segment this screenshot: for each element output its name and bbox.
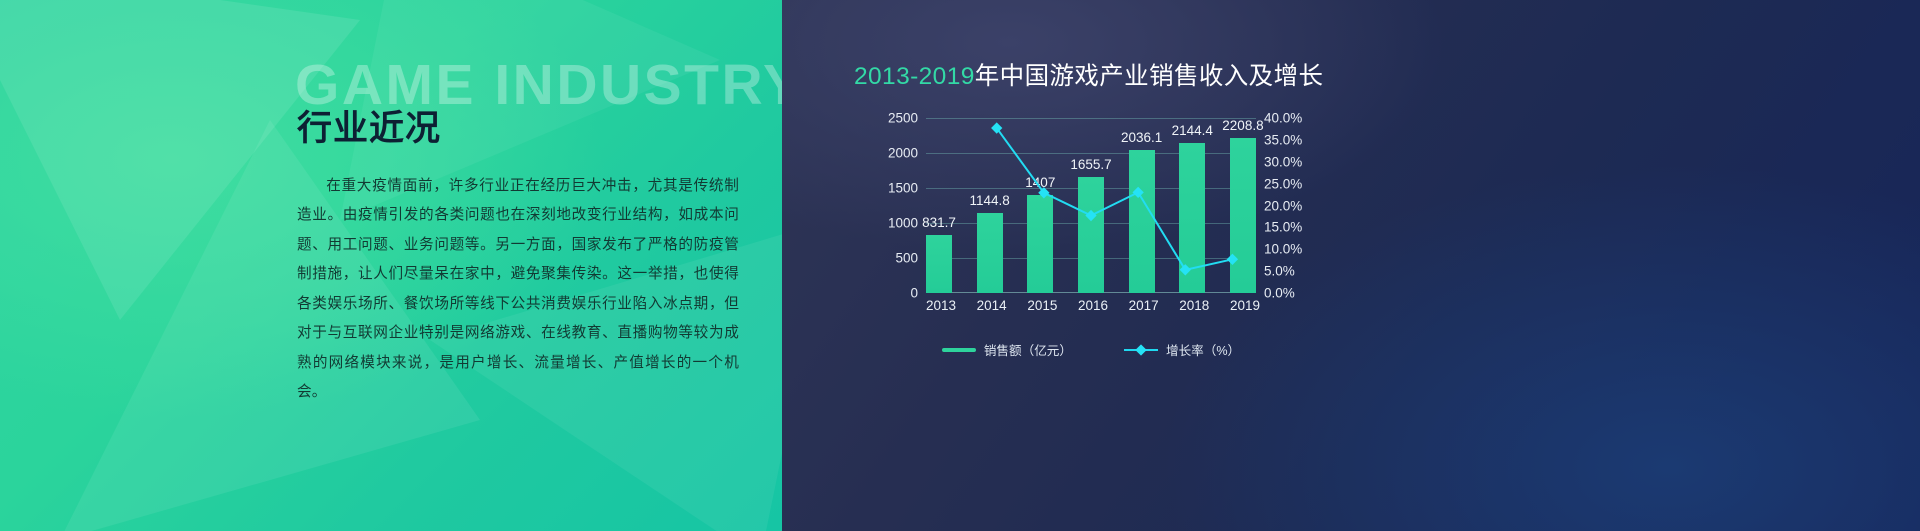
chart-bar[interactable]: 2036.1 <box>1121 118 1162 293</box>
bar-value-label: 2208.8 <box>1222 118 1264 134</box>
y-tick-label: 2000 <box>887 145 918 161</box>
y-tick-label: 2500 <box>887 110 918 126</box>
decorative-polygon-2 <box>60 120 480 531</box>
x-tick-label: 2015 <box>1027 298 1058 313</box>
legend-bar-swatch-icon <box>941 347 976 352</box>
chart-bar[interactable]: 1144.8 <box>970 118 1010 293</box>
bar-rect <box>1128 150 1155 293</box>
y2-tick-label: 5.0% <box>1264 263 1295 279</box>
bar-value-label: 2144.4 <box>1171 122 1213 138</box>
bar-rect <box>926 234 952 293</box>
watermark-title: GAME INDUSTRY <box>295 53 782 117</box>
decorative-polygon-4 <box>340 0 720 220</box>
bar-value-label: 1655.7 <box>1070 157 1112 173</box>
bar-value-label: 2036.1 <box>1120 130 1163 146</box>
x-axis-labels: 2013 2014 2015 2016 2017 2018 2019 <box>926 298 1260 313</box>
gridline <box>926 153 1256 154</box>
bar-rect <box>976 212 1003 293</box>
y-tick-label: 0 <box>910 285 918 301</box>
growth-line-marker[interactable] <box>1132 186 1144 199</box>
chart-title-text: 年中国游戏产业销售收入及增长 <box>974 63 1324 90</box>
y2-tick-label: 0.0% <box>1264 285 1295 301</box>
legend-item-growth[interactable]: 增长率（%） <box>1123 340 1241 359</box>
chart-plot-area: 2500 2000 1500 1000 500 0 40.0% 35.0% 30.0% 25.0… <box>848 111 1848 378</box>
page-title: 行业近况 <box>297 109 442 148</box>
chart-legend: 销售额（亿元） 增长率（%） <box>926 340 1256 359</box>
chart-bar[interactable]: 1655.7 <box>1070 118 1112 293</box>
bar-rect <box>1077 177 1104 293</box>
y-tick-label: 500 <box>895 250 918 266</box>
x-tick-label: 2014 <box>976 298 1007 313</box>
x-tick-label: 2013 <box>926 298 957 313</box>
y-tick-label: 1500 <box>887 180 918 196</box>
bar-rect <box>1027 194 1054 293</box>
bar-rect <box>1229 138 1256 293</box>
legend-item-sales[interactable]: 销售额（亿元） <box>941 340 1072 359</box>
legend-label-growth: 增长率（%） <box>1165 344 1241 358</box>
y-axis-right-labels: 40.0% 35.0% 30.0% 25.0% 20.0% 15.0% 10.0% 5.0% 0… <box>1264 111 1334 301</box>
chart-line-series <box>991 122 1239 276</box>
legend-label-sales: 销售额（亿元） <box>983 344 1072 358</box>
gridline <box>926 118 1256 119</box>
chart-bar[interactable]: 831.7 <box>922 118 956 293</box>
y2-tick-label: 30.0% <box>1264 154 1303 170</box>
y2-tick-label: 40.0% <box>1264 110 1303 126</box>
decorative-polygon-1 <box>0 0 360 320</box>
growth-line-path <box>997 128 1233 270</box>
x-tick-label: 2018 <box>1179 298 1210 313</box>
x-tick-label: 2019 <box>1229 298 1260 313</box>
y-tick-label: 1000 <box>887 215 918 231</box>
y2-tick-label: 25.0% <box>1264 176 1303 192</box>
chart-bar[interactable]: 1407 <box>1025 118 1055 293</box>
y2-tick-label: 10.0% <box>1264 241 1303 257</box>
y2-tick-label: 15.0% <box>1264 219 1303 235</box>
x-tick-label: 2016 <box>1077 298 1109 313</box>
chart-bars: 831.7 1144.8 1407 1655.7 2036.1 2144.4 2208.8 <box>922 118 1264 293</box>
body-paragraph: 在重大疫情面前，许多行业正在经历巨大冲击，尤其是传统制造业。由疫情引发的各类问题… <box>297 178 739 401</box>
growth-line-marker[interactable] <box>1179 264 1191 276</box>
chart-title: 2013-2019年中国游戏产业销售收入及增长 <box>854 57 1323 92</box>
y2-tick-label: 20.0% <box>1264 198 1303 213</box>
growth-line-marker[interactable] <box>1085 209 1097 222</box>
chart-title-years: 2013-2019 <box>854 63 975 90</box>
left-panel: GAME INDUSTRY 行业近况 在重大疫情面前，许多行业正在经历巨大冲击，… <box>0 0 782 531</box>
y2-tick-label: 35.0% <box>1264 132 1303 148</box>
y-axis-left-labels: 2500 2000 1500 1000 500 0 <box>848 111 918 301</box>
x-tick-label: 2017 <box>1128 298 1159 313</box>
chart-bar[interactable]: 2208.8 <box>1222 118 1264 293</box>
growth-line-marker[interactable] <box>1226 253 1239 265</box>
bar-value-label: 831.7 <box>922 214 956 230</box>
bar-value-label: 1144.8 <box>969 192 1010 208</box>
decorative-polygon-3 <box>430 220 782 531</box>
legend-line-swatch-icon <box>1123 343 1158 356</box>
right-panel: 2013-2019年中国游戏产业销售收入及增长 2500 2000 1500 1000… <box>782 0 1920 531</box>
